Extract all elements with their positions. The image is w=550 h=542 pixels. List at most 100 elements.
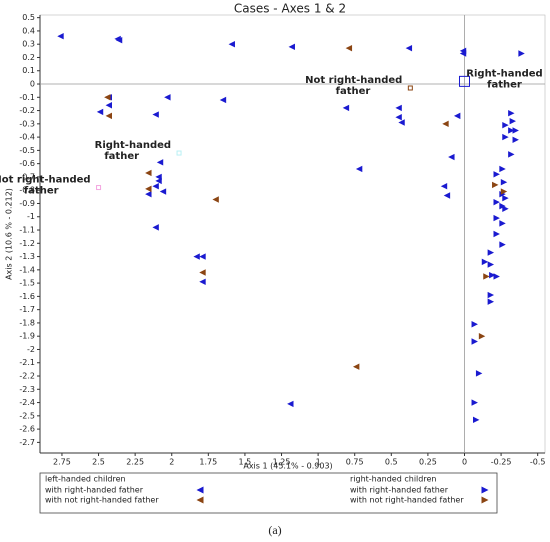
category-label: Not right-handed father (305, 75, 402, 97)
point (492, 181, 499, 189)
y-tick-label: -0.1 (19, 93, 35, 102)
point (155, 177, 162, 185)
point (440, 183, 448, 190)
legend-box (39, 472, 498, 514)
x-tick-label: -0.25 (491, 458, 512, 467)
point (448, 153, 455, 161)
point (502, 133, 509, 141)
y-tick-label: -1.6 (19, 292, 35, 301)
y-tick-label: -0.7 (19, 172, 35, 181)
point (508, 110, 515, 117)
point (512, 127, 519, 134)
point (287, 400, 294, 408)
category-label: Right-handed father (95, 140, 171, 162)
point (499, 241, 506, 248)
point (288, 43, 295, 51)
point (352, 363, 360, 370)
point (219, 96, 227, 104)
point (345, 44, 353, 52)
point (199, 253, 206, 260)
x-tick-label: -0.5 (530, 458, 546, 467)
point (502, 194, 509, 202)
point (443, 192, 451, 199)
point (212, 196, 219, 203)
point (499, 220, 506, 227)
x-tick-label: 2.25 (126, 458, 144, 467)
point (508, 127, 515, 134)
y-tick-label: -2.7 (19, 438, 35, 447)
y-tick-label: -1.4 (19, 265, 35, 274)
y-tick-label: -2 (27, 345, 35, 354)
point (159, 188, 167, 195)
point (471, 399, 478, 406)
y-tick-label: -2.3 (19, 385, 35, 394)
point (500, 179, 508, 186)
y-tick-label: -2.4 (19, 398, 35, 407)
point (115, 37, 123, 44)
point (493, 230, 500, 238)
chart-title: Cases - Axes 1 & 2 (234, 2, 346, 16)
y-tick-label: -1.2 (19, 239, 35, 248)
legend-title: left-handed children (45, 475, 126, 484)
x-axis-label: Axis 1 (45.1% - 0.903) (243, 462, 332, 471)
legend-marker (196, 496, 204, 504)
x-tick-label: 2.75 (53, 458, 71, 467)
legend-marker (481, 486, 489, 494)
point (395, 104, 402, 112)
x-tick-label: 1 (316, 458, 321, 467)
y-tick-label: -2.5 (19, 411, 35, 420)
y-tick-label: 0.3 (22, 40, 35, 49)
category-point (176, 150, 182, 156)
point (164, 94, 171, 101)
x-tick-label: 1.25 (273, 458, 291, 467)
point (493, 171, 500, 178)
point (500, 188, 508, 195)
point (489, 271, 496, 279)
point (145, 169, 152, 177)
point (487, 261, 495, 268)
point (96, 108, 104, 116)
point (228, 41, 235, 48)
point (509, 117, 516, 125)
point (493, 214, 500, 222)
point (152, 224, 159, 231)
point (156, 159, 164, 166)
y-tick-label: -1.8 (19, 318, 35, 327)
y-tick-label: -2.1 (19, 358, 35, 367)
x-tick-label: 0.75 (346, 458, 364, 467)
point (199, 278, 206, 285)
point (104, 94, 111, 101)
caption: (a) (268, 523, 281, 537)
point (508, 151, 515, 158)
category-point (407, 85, 413, 91)
x-tick-label: 1.75 (199, 458, 217, 467)
y-tick-label: -1.9 (19, 332, 35, 341)
legend-label: with not right-handed father (350, 496, 464, 505)
y-tick-label: -1.3 (19, 252, 35, 261)
legend-label: with right-handed father (350, 486, 449, 495)
point (355, 165, 363, 173)
point (502, 205, 509, 212)
y-tick-label: -0.9 (19, 199, 35, 208)
point (453, 112, 461, 120)
point (145, 185, 152, 193)
y-tick-label: -0.3 (19, 119, 35, 128)
point (342, 104, 350, 112)
y-tick-label: -0.8 (19, 186, 35, 195)
point (152, 111, 159, 118)
legend-marker (196, 486, 204, 494)
legend-title: right-handed children (350, 475, 436, 484)
y-tick-label: 0 (30, 80, 35, 89)
point (512, 136, 519, 143)
y-axis-label: Axis 2 (10.6 % - 0.212) (5, 188, 14, 280)
legend-label: with not right-handed father (45, 496, 159, 505)
x-tick-label: 0.5 (385, 458, 398, 467)
point (152, 183, 159, 190)
x-tick-label: 2.5 (92, 458, 105, 467)
y-tick-label: -0.2 (19, 106, 35, 115)
point (471, 321, 478, 328)
legend-label: with right-handed father (45, 486, 144, 495)
point (145, 190, 152, 198)
point (57, 33, 64, 40)
